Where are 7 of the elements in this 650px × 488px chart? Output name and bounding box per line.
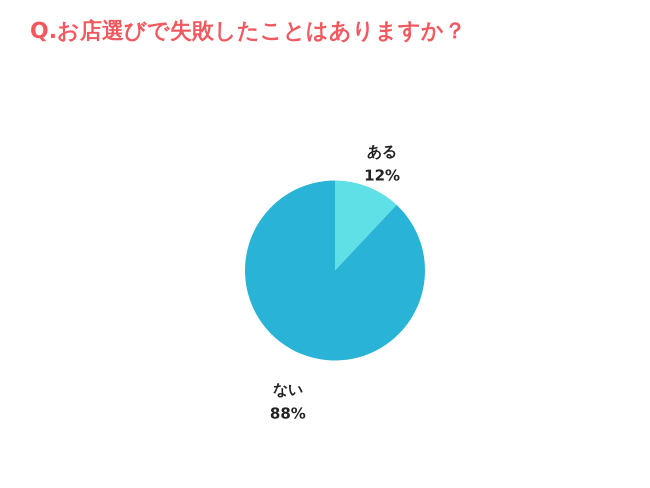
data-label: 12% bbox=[364, 166, 400, 184]
data-label: 88% bbox=[270, 404, 306, 423]
slice-label: ある bbox=[367, 142, 398, 160]
slice-label: ない bbox=[272, 380, 303, 399]
chart-title: Q.お店選びで失敗したことはありますか？ bbox=[30, 18, 466, 44]
pie-slice bbox=[335, 180, 397, 270]
pie-slice bbox=[245, 180, 425, 360]
